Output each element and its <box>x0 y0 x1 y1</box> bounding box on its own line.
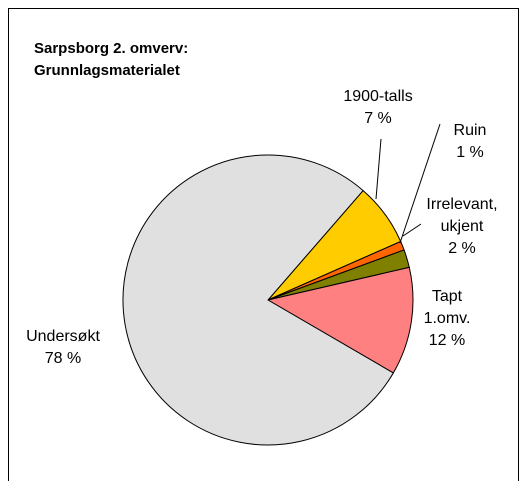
chart-title: Sarpsborg 2. omverv: Grunnlagsmaterialet <box>34 40 189 79</box>
slice-label: Ruin 1 % <box>440 120 500 164</box>
value-label: 1 % <box>456 144 484 161</box>
category-label: 1900-talls <box>343 88 413 105</box>
slice-label: 1900-talls 7 % <box>323 86 433 130</box>
value-label: 7 % <box>364 110 392 127</box>
leader-line <box>399 123 441 244</box>
value-label: 12 % <box>428 332 466 349</box>
pie-slice <box>266 266 414 374</box>
slice-label: Irrelevant, ukjent 2 % <box>421 194 503 260</box>
slice-label: Tapt 1.omv. 12 % <box>419 286 475 352</box>
category-label: Tapt 1.omv. <box>423 288 471 327</box>
slice-label: Undersøkt 78 % <box>8 326 118 370</box>
category-label: Undersøkt <box>26 328 100 345</box>
leader-line <box>375 138 382 200</box>
value-label: 78 % <box>44 350 82 367</box>
leader-line <box>402 223 422 237</box>
category-label: Irrelevant, ukjent <box>426 196 498 235</box>
value-label: 2 % <box>448 240 476 257</box>
category-label: Ruin <box>453 122 487 139</box>
pie-slice <box>122 154 395 446</box>
chart-frame <box>8 8 519 481</box>
